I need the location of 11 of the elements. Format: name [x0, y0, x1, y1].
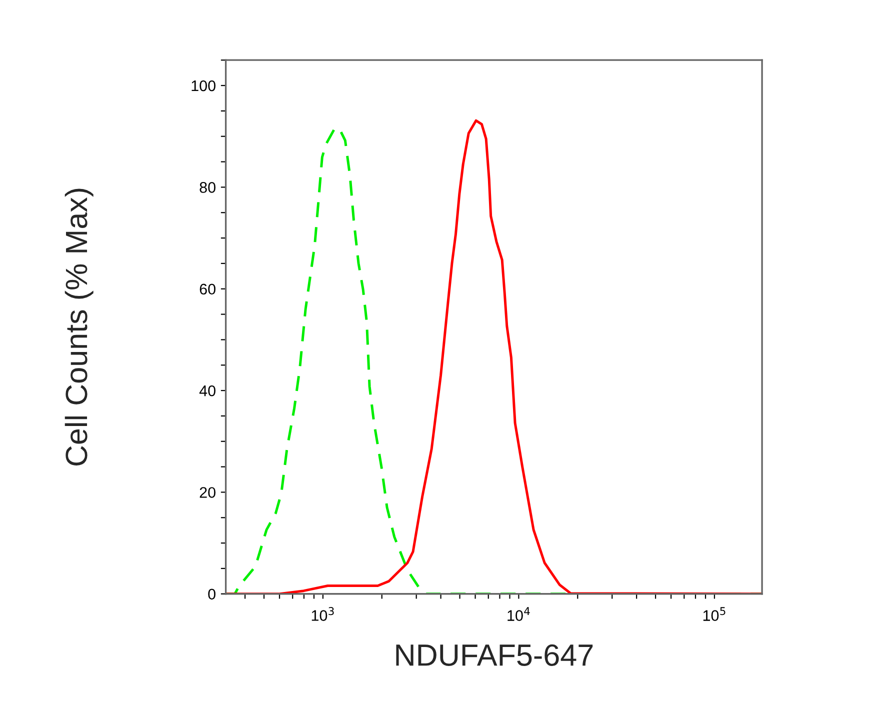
- x-tick-label: 10$^{4}$: [508, 607, 530, 621]
- x-tick-label: 10$^{3}$: [312, 607, 334, 621]
- y-tick-label: 60: [200, 284, 216, 295]
- y-tick-label: 0: [208, 588, 216, 600]
- y-axis-title: Cell Counts (% Max): [64, 188, 94, 466]
- y-tick-label: 40: [199, 385, 216, 396]
- y-tick-label: 20: [200, 487, 216, 498]
- x-tick-label: 10$^{5}$: [703, 607, 726, 621]
- y-tick-label: 80: [200, 182, 216, 193]
- x-axis-title: NDUFAF5-647: [396, 644, 593, 666]
- y-tick-label: 100: [192, 80, 216, 92]
